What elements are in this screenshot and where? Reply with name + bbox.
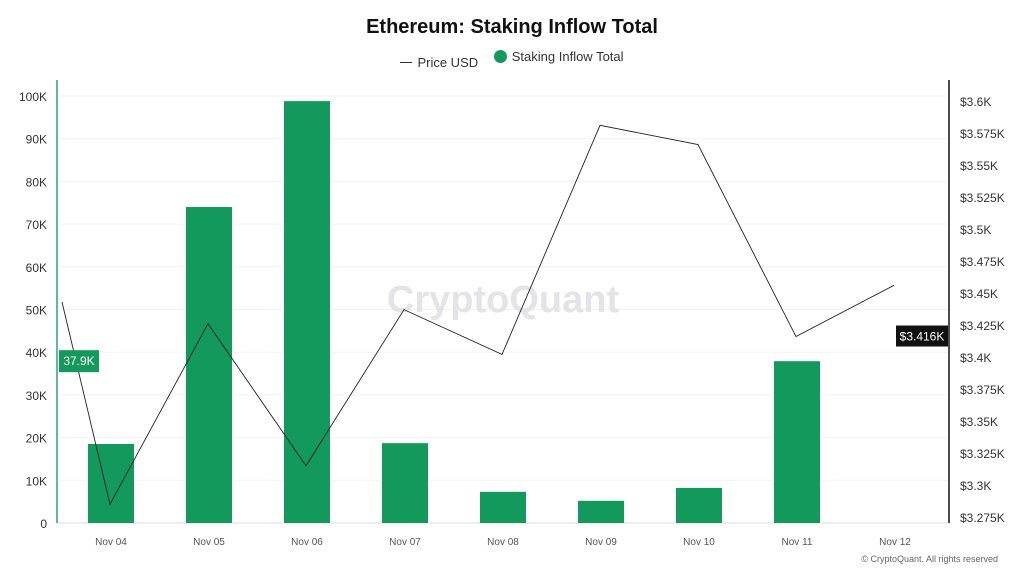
- left-tick-label: 100K: [19, 90, 47, 104]
- legend-item-price[interactable]: Price USD: [400, 55, 478, 70]
- right-tick-label: $3.575K: [960, 127, 1005, 141]
- copyright: © CryptoQuant. All rights reserved: [861, 554, 998, 564]
- legend-item-staking[interactable]: Staking Inflow Total: [493, 49, 624, 64]
- x-tick-label: Nov 10: [683, 537, 715, 548]
- x-tick-label: Nov 07: [389, 537, 421, 548]
- watermark: CryptoQuant: [387, 279, 620, 321]
- right-tick-label: $3.5K: [960, 223, 991, 237]
- legend: Price USD Staking Inflow Total: [0, 49, 1024, 70]
- bar: [774, 361, 820, 523]
- current-price-badge: [896, 325, 948, 347]
- x-tick-label: Nov 08: [487, 537, 519, 548]
- right-tick-label: $3.325K: [960, 447, 1005, 461]
- x-tick-label: Nov 06: [291, 537, 323, 548]
- current-price-label: $3.416K: [900, 330, 945, 344]
- x-tick-label: Nov 09: [585, 537, 617, 548]
- right-tick-label: $3.4K: [960, 351, 991, 365]
- left-tick-label: 10K: [26, 474, 47, 488]
- right-tick-label: $3.475K: [960, 255, 1005, 269]
- left-tick-label: 0: [40, 517, 47, 531]
- left-tick-label: 30K: [26, 389, 47, 403]
- legend-label: Price USD: [417, 55, 479, 70]
- left-tick-label: 60K: [26, 261, 47, 275]
- legend-label: Staking Inflow Total: [511, 49, 624, 64]
- left-tick-label: 70K: [26, 218, 47, 232]
- x-tick-label: Nov 05: [193, 537, 225, 548]
- x-tick-label: Nov 12: [879, 537, 911, 548]
- left-tick-label: 90K: [26, 133, 47, 147]
- left-tick-label: 40K: [26, 346, 47, 360]
- dot-swatch-icon: [493, 50, 507, 63]
- line-swatch-icon: [400, 62, 413, 63]
- chart-title: Ethereum: Staking Inflow Total: [366, 16, 658, 38]
- right-tick-label: $3.275K: [960, 511, 1005, 525]
- x-tick-label: Nov 11: [782, 537, 813, 548]
- current-value-label: 37.9K: [63, 354, 94, 368]
- right-tick-label: $3.3K: [960, 479, 991, 493]
- bar: [480, 491, 526, 523]
- right-tick-label: $3.35K: [960, 415, 998, 429]
- right-tick-label: $3.425K: [960, 319, 1005, 333]
- right-tick-label: $3.6K: [960, 95, 991, 109]
- left-tick-label: 20K: [26, 432, 47, 446]
- right-tick-label: $3.525K: [960, 191, 1005, 205]
- right-tick-label: $3.45K: [960, 287, 998, 301]
- current-value-badge: [59, 350, 99, 373]
- right-tick-label: $3.55K: [960, 159, 998, 173]
- bar: [382, 443, 428, 523]
- bar: [88, 444, 134, 523]
- bar: [284, 101, 330, 524]
- left-tick-label: 80K: [26, 175, 47, 189]
- price-line: [61, 124, 895, 506]
- right-tick-label: $3.375K: [960, 383, 1005, 397]
- x-tick-label: Nov 04: [95, 537, 127, 548]
- bar: [578, 500, 624, 523]
- left-tick-label: 50K: [26, 304, 47, 318]
- bar: [186, 207, 232, 523]
- bar: [676, 487, 722, 523]
